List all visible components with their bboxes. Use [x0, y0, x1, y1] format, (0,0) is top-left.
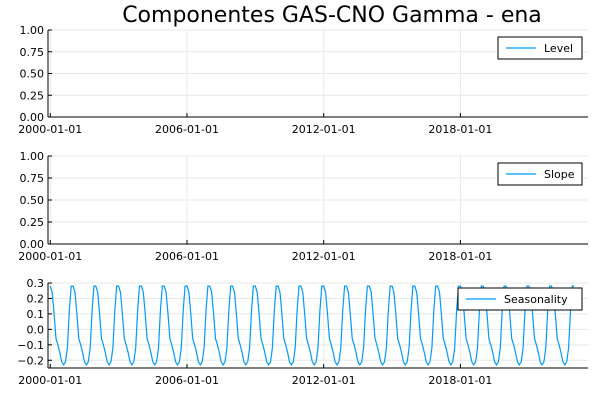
seasonality-ytick-label: 0.0 [27, 323, 45, 336]
level-ytick-label: 0.50 [20, 68, 45, 81]
level-legend-label: Level [544, 42, 573, 55]
level-ytick-label: 0.00 [20, 111, 45, 124]
level-ytick-label: 0.25 [20, 89, 45, 102]
seasonality-panel: −0.2 −0.1 0.0 0.1 0.2 0.3 2000-01-01 2006-01-01… [17, 277, 588, 387]
seasonality-xtick-label: 2018-01-01 [428, 374, 492, 387]
level-xtick-label: 2006-01-01 [155, 123, 219, 136]
level-legend-box [497, 36, 583, 60]
seasonality-legend-box [457, 287, 583, 311]
chart-title: Componentes GAS-CNO Gamma - ena [122, 3, 542, 28]
seasonality-legend-label: Seasonality [504, 293, 568, 306]
level-ytick-label: 0.75 [20, 46, 45, 59]
slope-xtick-label: 2000-01-01 [18, 250, 82, 263]
slope-ytick-label: 0.50 [20, 194, 45, 207]
seasonality-series-line [49, 285, 575, 367]
slope-xtick-label: 2006-01-01 [155, 250, 219, 263]
level-xtick-label: 2012-01-01 [292, 123, 356, 136]
slope-xtick-label: 2012-01-01 [292, 250, 356, 263]
slope-legend-label: Slope [544, 168, 575, 181]
slope-legend-box [497, 162, 583, 186]
seasonality-ytick-label: 0.1 [27, 308, 45, 321]
slope-ytick-label: 0.75 [20, 172, 45, 185]
seasonality-ytick-label: −0.2 [17, 354, 44, 367]
seasonality-ytick-label: 0.2 [27, 292, 45, 305]
level-ytick-label: 1.00 [20, 24, 45, 37]
seasonality-xtick-label: 2006-01-01 [155, 374, 219, 387]
seasonality-ytick-label: 0.3 [27, 277, 45, 290]
slope-ytick-label: 0.00 [20, 238, 45, 251]
level-xtick-label: 2018-01-01 [428, 123, 492, 136]
seasonality-xtick-label: 2012-01-01 [292, 374, 356, 387]
seasonality-xtick-label: 2000-01-01 [18, 374, 82, 387]
seasonality-ytick-label: −0.1 [17, 339, 44, 352]
slope-panel: 0.00 0.25 0.50 0.75 1.00 2000-01-01 2006-01-01… [18, 150, 588, 263]
slope-ytick-label: 1.00 [20, 150, 45, 163]
slope-xtick-label: 2018-01-01 [428, 250, 492, 263]
level-panel: 0.00 0.25 0.50 0.75 1.00 2000-01-01 2006-01-01… [18, 24, 588, 136]
level-xtick-label: 2000-01-01 [18, 123, 82, 136]
slope-ytick-label: 0.25 [20, 216, 45, 229]
